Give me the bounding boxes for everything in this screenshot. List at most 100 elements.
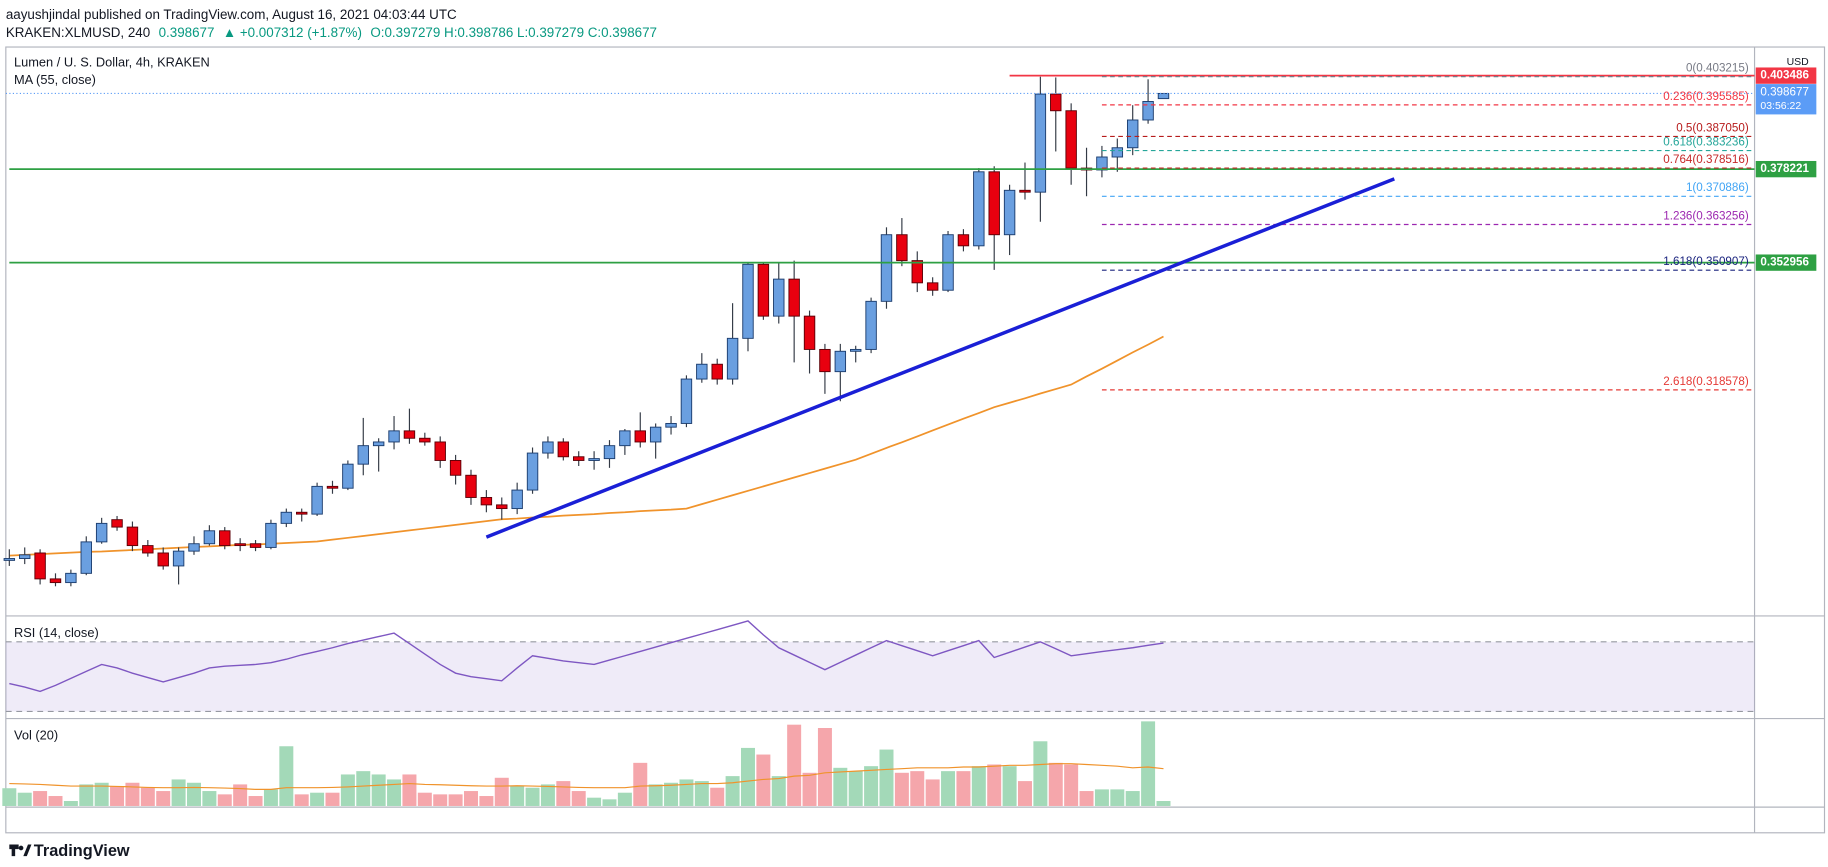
candle-body [80,541,92,574]
volume-bar [202,791,217,806]
candle-body [311,485,323,515]
volume-bar [310,792,325,806]
candle-body [742,263,754,339]
fib-label: 2.618(0.318578) [1663,375,1749,388]
candle-body [188,543,200,552]
candle-body [1050,93,1062,112]
countdown: 03:56:22 [1760,101,1801,112]
candle-body [1111,147,1124,158]
candle-body [19,554,31,559]
candle-body [95,522,108,543]
candle-body [911,260,923,284]
volume-bar [1064,764,1079,806]
pane-title: Lumen / U. S. Dollar, 4h, KRAKEN [14,55,210,70]
volume-bar [417,792,432,806]
published-line: aayushjindal published on TradingView.co… [6,7,457,22]
candle-body [388,430,400,443]
trendline [485,177,1395,539]
volume-bar [1079,791,1094,806]
last-price: 0.398677 [159,25,215,40]
volume-bar [602,799,617,806]
volume-bar [248,796,263,806]
volume-bar [1125,791,1140,806]
volume-bar [94,782,109,806]
candle-body [1034,93,1047,193]
candle-body [588,458,600,461]
candle-body [849,348,862,352]
volume-bar [2,788,17,806]
volume-bar [833,767,848,806]
volume-bar [633,762,648,806]
ma-line [9,335,1164,557]
volume-bar [925,779,940,806]
volume-bar [802,772,817,806]
volume-bar [110,786,125,806]
candle-body [465,474,477,498]
volume-bar [910,771,925,806]
candle-body [1065,110,1077,169]
volume-bar [740,747,755,806]
volume-bar [587,797,602,806]
ma-legend: MA (55, close) [14,72,96,87]
candle-body [696,363,708,380]
candle-body [172,550,185,567]
volume-bar [356,771,371,806]
volume-bar [525,787,540,806]
volume-bar [1017,781,1032,806]
volume-bar [433,794,448,806]
candle-body [757,263,770,317]
candle-body [296,511,308,515]
brand: TradingView [34,842,130,860]
candle-body [1142,101,1154,121]
candle-body [496,504,508,510]
candle-body [865,300,877,350]
price-badge [1755,254,1817,271]
candle-body [49,578,62,584]
candle-body [219,530,231,547]
volume-bar [156,791,171,806]
volume-bar [217,794,232,806]
candle-body [65,572,77,584]
fib-label: 0.618(0.383236) [1663,135,1749,148]
candle-body [603,445,616,460]
volume-bar [1033,741,1048,806]
background [0,3,1828,864]
volume-bar [186,782,201,806]
candle-body [34,552,46,580]
frame [5,46,1826,834]
candle-body [142,545,154,554]
volume-bar [79,784,94,806]
volume-bar [556,781,571,806]
candle-body [249,543,262,548]
candle-body [649,426,662,443]
volume-bar [956,771,971,806]
candle-body [280,511,293,524]
candle-body [880,234,893,302]
candle-body [634,430,646,443]
fib-label: 0.236(0.395585) [1663,90,1749,103]
brand-logo: TradingView [9,842,130,860]
volume-bar [1048,762,1063,806]
symbol: KRAKEN:XLMUSD, 240 [6,25,150,40]
candle-body [372,441,385,447]
candle-body [665,422,677,428]
logo-icon [9,844,32,857]
rsi-band [5,641,1755,712]
candle-body [572,456,585,461]
price-badge-label: 0.378221 [1760,162,1809,175]
symbol-line: KRAKEN:XLMUSD, 240 0.398677 ▲ +0.007312 … [6,25,657,40]
candle-body [449,459,462,476]
volume-bar [279,746,294,806]
volume-bar [387,779,402,806]
volume-bar [402,774,417,806]
price-badge-label: 0.403486 [1760,69,1809,82]
volume-bar [787,724,802,806]
volume-bar [879,749,894,806]
volume-bar [694,781,709,806]
volume-bar [771,776,786,806]
volume-bar [864,766,879,806]
price-badge-label: 0.352956 [1760,256,1809,269]
candle-body [834,350,847,373]
volume-bar [1002,766,1017,806]
fib-label: 0.5(0.387050) [1676,121,1749,134]
